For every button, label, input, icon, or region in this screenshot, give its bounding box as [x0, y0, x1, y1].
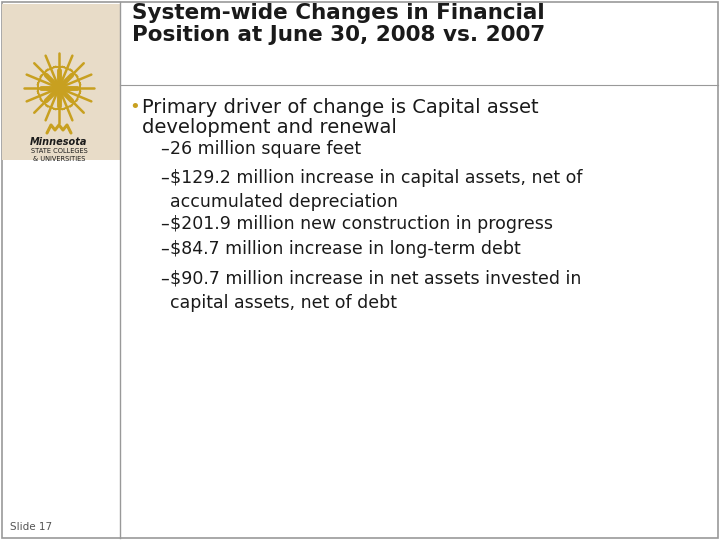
Text: –: – — [160, 215, 168, 233]
Text: $90.7 million increase in net assets invested in
capital assets, net of debt: $90.7 million increase in net assets inv… — [170, 270, 581, 312]
Text: Position at June 30, 2008 vs. 2007: Position at June 30, 2008 vs. 2007 — [132, 25, 545, 45]
Text: –: – — [160, 140, 168, 158]
Text: •: • — [129, 98, 140, 116]
Bar — [2, 4, 120, 160]
Text: 26 million square feet: 26 million square feet — [170, 140, 361, 158]
Circle shape — [53, 82, 65, 94]
Text: System-wide Changes in Financial: System-wide Changes in Financial — [132, 3, 544, 23]
Text: $201.9 million new construction in progress: $201.9 million new construction in progr… — [170, 215, 553, 233]
Text: Slide 17: Slide 17 — [10, 522, 52, 532]
Text: Minnesota: Minnesota — [30, 137, 88, 147]
Text: & UNIVERSITIES: & UNIVERSITIES — [33, 156, 85, 162]
Text: $84.7 million increase in long-term debt: $84.7 million increase in long-term debt — [170, 240, 521, 258]
Text: –: – — [160, 169, 168, 187]
Text: –: – — [160, 270, 168, 288]
Text: Primary driver of change is Capital asset: Primary driver of change is Capital asse… — [142, 98, 539, 117]
Text: STATE COLLEGES: STATE COLLEGES — [31, 148, 87, 154]
Text: development and renewal: development and renewal — [142, 118, 397, 137]
Text: –: – — [160, 240, 168, 258]
Text: $129.2 million increase in capital assets, net of
accumulated depreciation: $129.2 million increase in capital asset… — [170, 169, 582, 211]
